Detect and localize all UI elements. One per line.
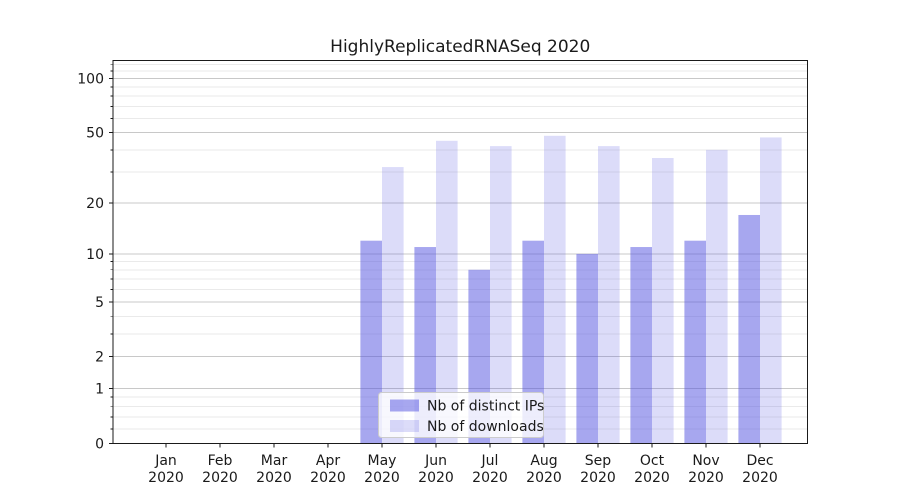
legend-box bbox=[378, 392, 544, 438]
bar-distinct-ips-Sep bbox=[576, 253, 598, 444]
x-tick-label-month: Dec bbox=[746, 453, 773, 469]
x-tick-label-month: Jul bbox=[481, 453, 499, 469]
x-tick-label-month: Nov bbox=[692, 453, 719, 469]
y-tick-label: 50 bbox=[86, 126, 104, 142]
legend-label: Nb of distinct IPs bbox=[427, 399, 544, 415]
x-tick-label-year: 2020 bbox=[148, 470, 184, 486]
x-tick-label-year: 2020 bbox=[202, 470, 238, 486]
legend-swatch-distinct-ips bbox=[390, 399, 419, 412]
x-tick-label-month: Jan bbox=[154, 453, 177, 469]
x-tick-label-year: 2020 bbox=[310, 470, 346, 486]
y-tick-label: 2 bbox=[95, 350, 104, 366]
bar-downloads-Jul bbox=[490, 146, 512, 444]
bar-downloads-Nov bbox=[706, 149, 728, 444]
x-tick-label-year: 2020 bbox=[634, 470, 670, 486]
plot-border bbox=[112, 60, 808, 444]
x-tick-label-month: May bbox=[368, 453, 397, 469]
y-tick-label: 100 bbox=[77, 72, 104, 88]
x-tick-label-year: 2020 bbox=[472, 470, 508, 486]
x-tick-label-month: Mar bbox=[261, 453, 288, 469]
y-tick-label: 5 bbox=[95, 295, 104, 311]
x-tick-label-year: 2020 bbox=[742, 470, 778, 486]
x-tick-label-month: Oct bbox=[640, 453, 665, 469]
x-tick-label-month: Feb bbox=[208, 453, 233, 469]
x-tick-label-year: 2020 bbox=[580, 470, 616, 486]
x-tick-label-year: 2020 bbox=[256, 470, 292, 486]
y-tick-label: 0 bbox=[95, 437, 104, 453]
bar-distinct-ips-Dec bbox=[738, 214, 760, 444]
bar-downloads-May bbox=[382, 167, 404, 444]
legend-label: Nb of downloads bbox=[427, 419, 544, 435]
bar-downloads-Jun bbox=[436, 140, 458, 444]
x-tick-label-year: 2020 bbox=[688, 470, 724, 486]
bar-distinct-ips-Nov bbox=[684, 240, 706, 444]
bar-distinct-ips-May bbox=[360, 240, 382, 444]
y-tick-label: 10 bbox=[86, 247, 104, 263]
x-tick-label-month: Aug bbox=[530, 453, 557, 469]
bar-downloads-Aug bbox=[544, 135, 566, 444]
legend-swatch-downloads bbox=[390, 420, 419, 432]
x-tick-label-year: 2020 bbox=[364, 470, 400, 486]
x-tick-label-year: 2020 bbox=[418, 470, 454, 486]
bar-downloads-Oct bbox=[652, 158, 674, 444]
x-tick-label-month: Sep bbox=[585, 453, 612, 469]
bar-distinct-ips-Oct bbox=[630, 247, 652, 444]
bar-downloads-Dec bbox=[760, 137, 782, 444]
x-tick-label-year: 2020 bbox=[526, 470, 562, 486]
y-tick-label: 1 bbox=[95, 382, 104, 398]
bar-downloads-Sep bbox=[598, 146, 620, 444]
y-tick-label: 20 bbox=[86, 196, 104, 212]
x-tick-label-month: Jun bbox=[424, 453, 447, 469]
chart-title: HighlyReplicatedRNASeq 2020 bbox=[330, 37, 590, 57]
x-tick-label-month: Apr bbox=[316, 453, 340, 469]
